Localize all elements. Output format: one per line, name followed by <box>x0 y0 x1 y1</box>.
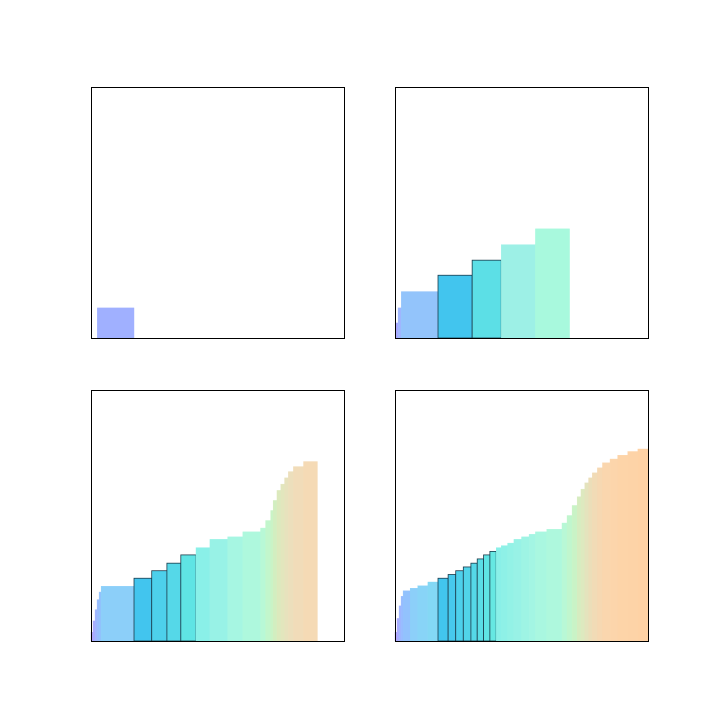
bar-bottom-left-8 <box>166 562 182 642</box>
bar-bottom-right-4 <box>402 590 411 642</box>
bar-bottom-right-37 <box>637 448 649 642</box>
bar-bottom-left-3 <box>96 599 100 642</box>
bar-bottom-right-28 <box>580 488 585 642</box>
bar-top-right-4 <box>471 259 502 339</box>
bar-bottom-left-9 <box>180 554 197 642</box>
axes-frame-top-right <box>395 87 649 339</box>
bar-bottom-right-22 <box>535 531 547 642</box>
bar-bottom-right-19 <box>513 539 522 642</box>
bar-bottom-right-16 <box>496 547 502 642</box>
bar-bottom-right-17 <box>501 545 508 642</box>
bar-top-left-0 <box>97 307 135 339</box>
bar-bottom-right-11 <box>462 566 472 642</box>
bar-top-right-2 <box>401 291 439 339</box>
bar-bottom-right-31 <box>592 472 598 642</box>
chart-panel-bottom-left <box>90 390 345 642</box>
axes-frame-top-left <box>91 87 345 339</box>
chart-panel-top-right <box>395 87 649 339</box>
bar-bottom-right-10 <box>455 570 464 642</box>
axes-frame-bottom-left <box>91 390 345 642</box>
bar-bottom-left-6 <box>133 577 153 642</box>
axes-frame-bottom-right <box>395 390 649 642</box>
bar-bottom-right-32 <box>597 467 603 642</box>
bar-top-right-0 <box>395 322 399 339</box>
bar-top-right-6 <box>535 228 570 339</box>
bar-bottom-left-2 <box>94 609 98 642</box>
bar-bottom-right-14 <box>483 554 491 642</box>
bar-bottom-right-27 <box>576 496 582 642</box>
bar-bottom-right-1 <box>396 618 400 642</box>
bar-bottom-right-34 <box>609 458 618 642</box>
bar-bottom-left-12 <box>227 536 243 642</box>
bar-bottom-right-15 <box>489 550 497 642</box>
bar-bottom-left-4 <box>98 591 102 642</box>
bar-bottom-right-25 <box>566 515 573 642</box>
bar-bottom-left-23 <box>303 461 318 642</box>
bar-bottom-right-33 <box>602 462 611 642</box>
bar-bottom-left-5 <box>100 586 135 642</box>
bar-bottom-right-36 <box>627 451 639 642</box>
bar-bottom-right-6 <box>417 585 429 642</box>
bar-top-right-3 <box>437 274 473 339</box>
bar-bottom-right-21 <box>528 534 536 642</box>
bar-bottom-left-17 <box>272 500 278 642</box>
bar-bottom-right-20 <box>521 536 530 642</box>
bar-bottom-right-30 <box>588 477 593 642</box>
bar-top-right-5 <box>501 244 536 339</box>
bar-bottom-right-12 <box>470 562 478 642</box>
bar-bottom-right-13 <box>476 558 484 642</box>
bar-bottom-left-10 <box>195 547 211 642</box>
bar-bottom-right-9 <box>447 574 457 642</box>
bar-bottom-left-16 <box>270 510 274 642</box>
bar-bottom-right-29 <box>584 482 589 642</box>
bar-bottom-right-2 <box>398 605 402 642</box>
bar-bottom-left-20 <box>284 477 289 642</box>
chart-panel-bottom-right <box>394 390 649 642</box>
bar-bottom-right-3 <box>400 596 404 642</box>
bar-bottom-left-22 <box>293 466 304 642</box>
bar-bottom-right-5 <box>409 588 418 642</box>
bar-bottom-right-24 <box>561 522 568 642</box>
bar-bottom-left-11 <box>209 539 228 642</box>
bar-top-right-1 <box>397 307 402 339</box>
bar-bottom-right-8 <box>437 577 449 642</box>
bar-bottom-right-18 <box>507 542 515 642</box>
bar-bottom-right-7 <box>427 581 439 642</box>
bar-bottom-left-21 <box>288 471 294 642</box>
bar-bottom-left-15 <box>265 520 271 642</box>
bar-bottom-left-18 <box>276 490 281 642</box>
bar-bottom-left-13 <box>242 531 261 642</box>
chart-panel-top-left <box>91 87 345 339</box>
bar-bottom-right-35 <box>617 455 628 642</box>
bar-bottom-left-14 <box>260 527 266 642</box>
bar-bottom-right-23 <box>546 529 563 642</box>
bar-bottom-left-7 <box>151 570 168 642</box>
bar-bottom-left-1 <box>92 620 96 642</box>
bar-bottom-left-19 <box>280 483 285 642</box>
bar-bottom-right-26 <box>571 505 578 642</box>
